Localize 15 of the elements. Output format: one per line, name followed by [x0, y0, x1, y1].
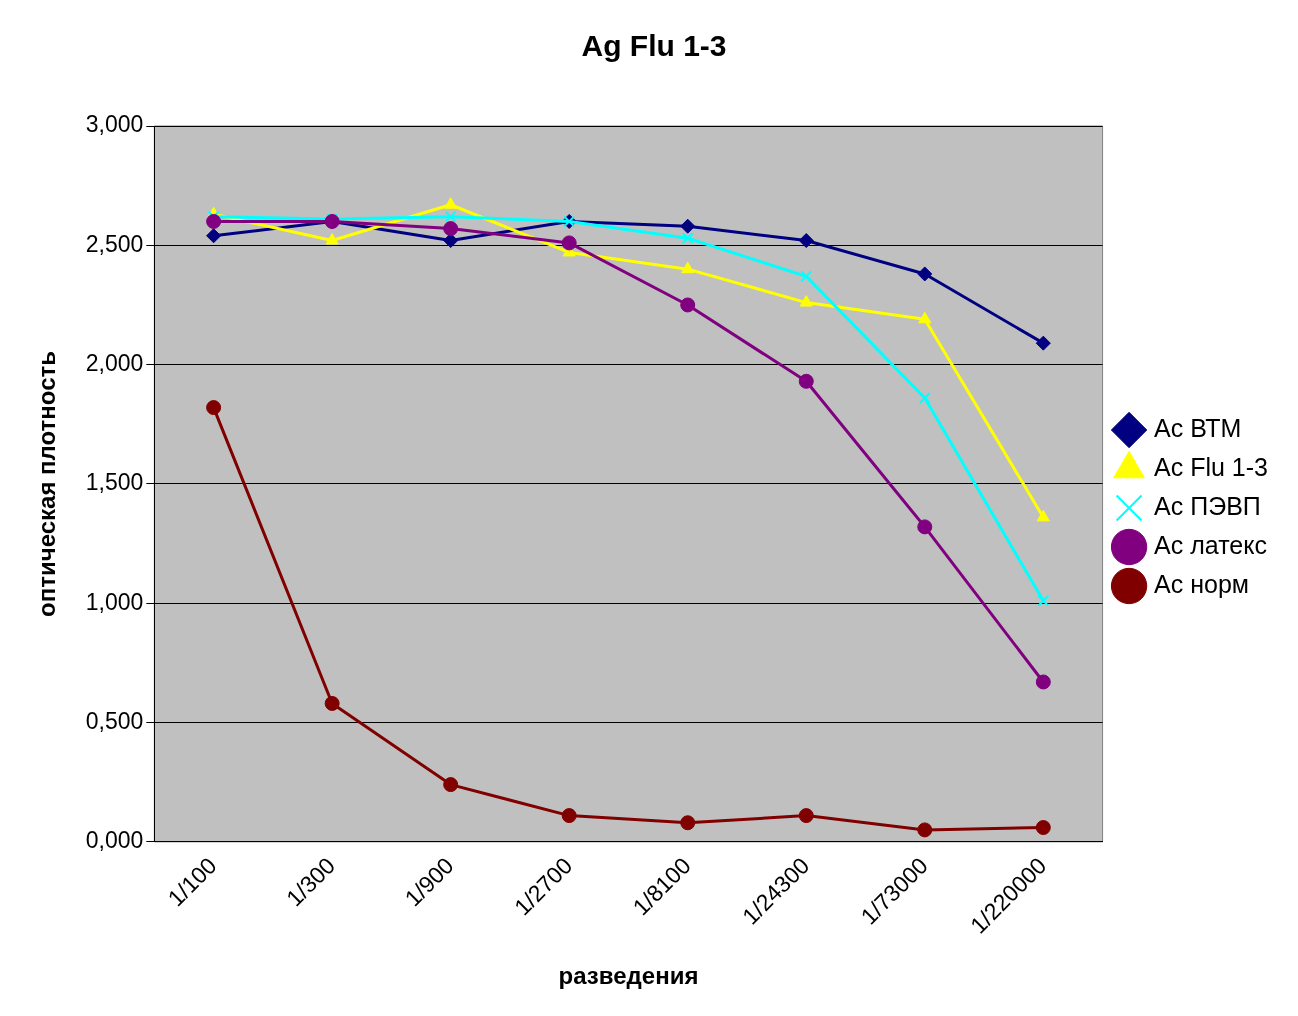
y-axis-title: оптическая плотность	[33, 350, 61, 617]
y-tick-label: 0,000	[85, 827, 144, 854]
y-tick-label: 0,500	[85, 707, 144, 734]
y-tick-label: 1,500	[85, 469, 144, 496]
x-axis-title: разведения	[558, 962, 699, 990]
legend-label: Ac Flu 1-3	[1154, 452, 1269, 481]
y-tick-label: 2,500	[85, 230, 144, 257]
y-tick-label: 1,000	[85, 588, 144, 615]
legend-label: Ac норм	[1154, 569, 1249, 598]
legend-label: Ac ВТМ	[1154, 413, 1242, 442]
legend-label: Ac ПЭВП	[1154, 491, 1261, 520]
chart-title: Ag Flu 1-3	[581, 29, 727, 63]
y-tick-label: 3,000	[85, 111, 144, 138]
legend-label: Ac латекс	[1154, 530, 1267, 559]
y-tick-label: 2,000	[85, 349, 144, 376]
